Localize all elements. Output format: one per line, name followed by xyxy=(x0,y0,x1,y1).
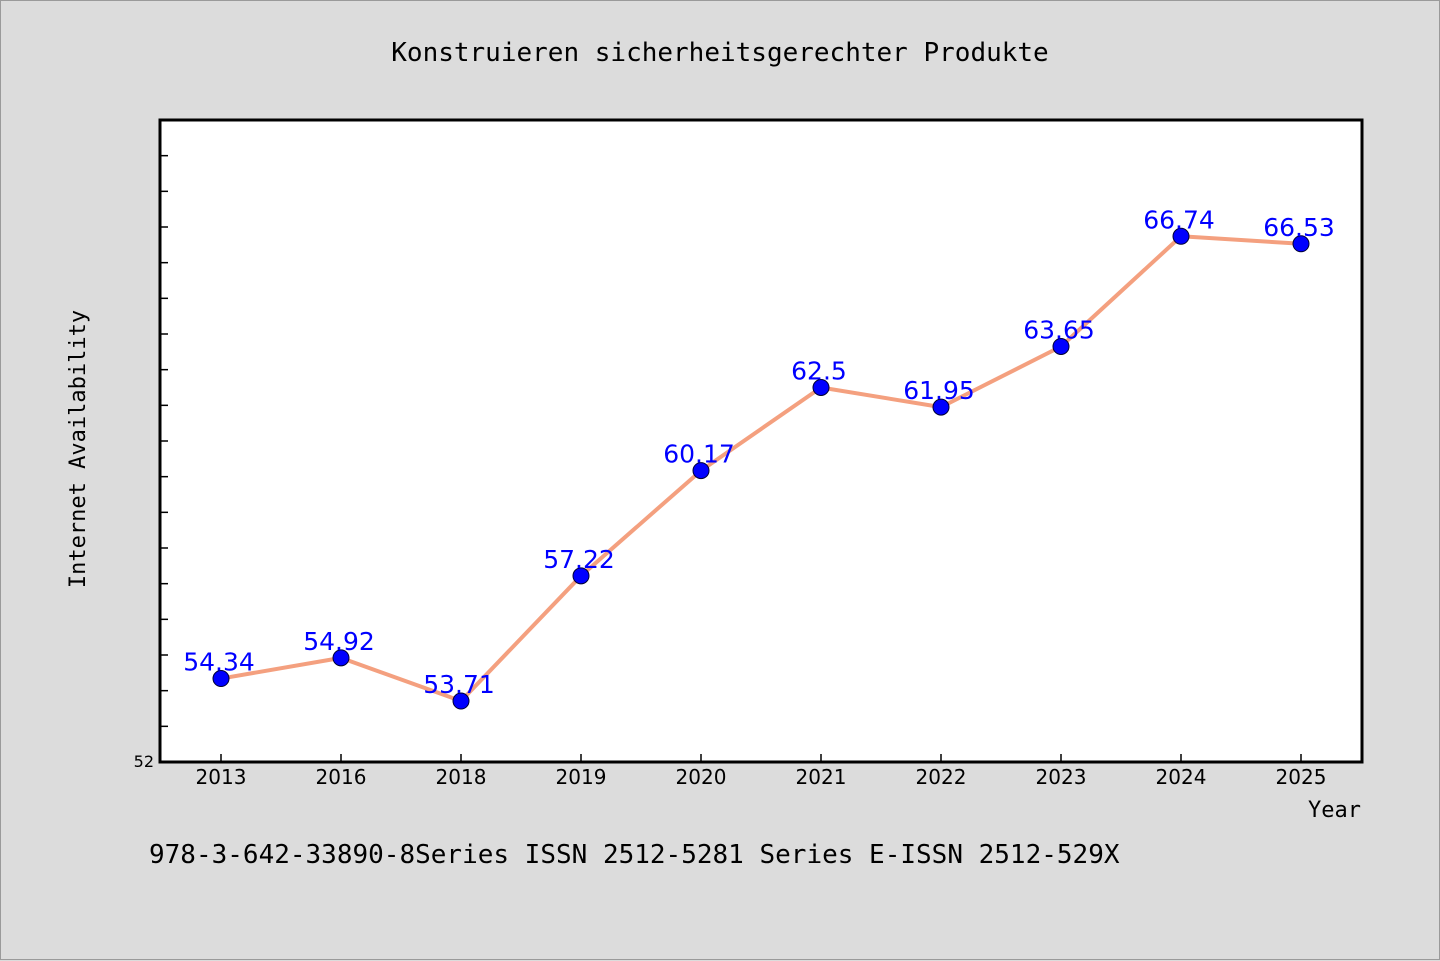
x-tick-label: 2021 xyxy=(796,765,847,789)
x-axis-label: Year xyxy=(1308,798,1361,823)
data-markers xyxy=(212,227,1310,710)
data-point-label: 62.5 xyxy=(791,357,847,386)
x-tick-label: 2022 xyxy=(916,765,967,789)
x-axis-tick-labels: 2013 2016 2018 2019 2020 2021 2022 2023 2024 2025 xyxy=(196,765,1327,789)
data-point-marker xyxy=(212,670,230,688)
data-point-marker xyxy=(452,692,470,710)
data-point-marker xyxy=(332,649,350,667)
data-point-label: 53.71 xyxy=(423,670,495,699)
x-tick-label: 2016 xyxy=(316,765,367,789)
plot-area xyxy=(158,118,1364,764)
data-point-marker xyxy=(932,398,950,416)
data-point-marker xyxy=(692,462,710,480)
data-point-label: 54.34 xyxy=(183,648,255,677)
footer-isbn-text: 978-3-642-33890-8Series ISSN 2512-5281 S… xyxy=(149,840,1120,870)
data-point-marker xyxy=(812,379,830,396)
x-tick-label: 2020 xyxy=(676,765,727,789)
data-point-label: 57.22 xyxy=(543,545,615,574)
x-axis-ticks xyxy=(220,754,1302,762)
data-point-label: 63.65 xyxy=(1023,315,1095,344)
y-axis-label: Internet Availability xyxy=(66,310,91,588)
data-point-label: 66.74 xyxy=(1143,205,1215,234)
series-line xyxy=(220,234,1302,704)
x-tick-label: 2019 xyxy=(556,765,607,789)
x-tick-label: 2013 xyxy=(196,765,247,789)
data-point-label: 54.92 xyxy=(303,627,375,656)
x-tick-label: 2024 xyxy=(1156,765,1207,789)
x-tick-label: 2025 xyxy=(1276,765,1327,789)
data-point-marker xyxy=(1292,235,1310,253)
data-labels: 54.34 54.92 53.71 57.22 60.17 62.5 61.95 63.65 6… xyxy=(183,205,1335,699)
x-tick-label: 2018 xyxy=(436,765,487,789)
y-axis-ticks xyxy=(160,119,168,763)
y-tick-label-min: 52 xyxy=(134,752,154,771)
data-point-marker xyxy=(1172,227,1190,245)
data-point-marker xyxy=(572,567,590,585)
data-point-marker xyxy=(1052,337,1070,355)
chart-title: Konstruieren sicherheitsgerechter Produk… xyxy=(391,38,1048,68)
data-point-label: 60.17 xyxy=(663,440,735,469)
x-tick-label: 2023 xyxy=(1036,765,1087,789)
data-point-label: 61.95 xyxy=(903,376,975,405)
data-point-label: 66.53 xyxy=(1263,213,1335,242)
